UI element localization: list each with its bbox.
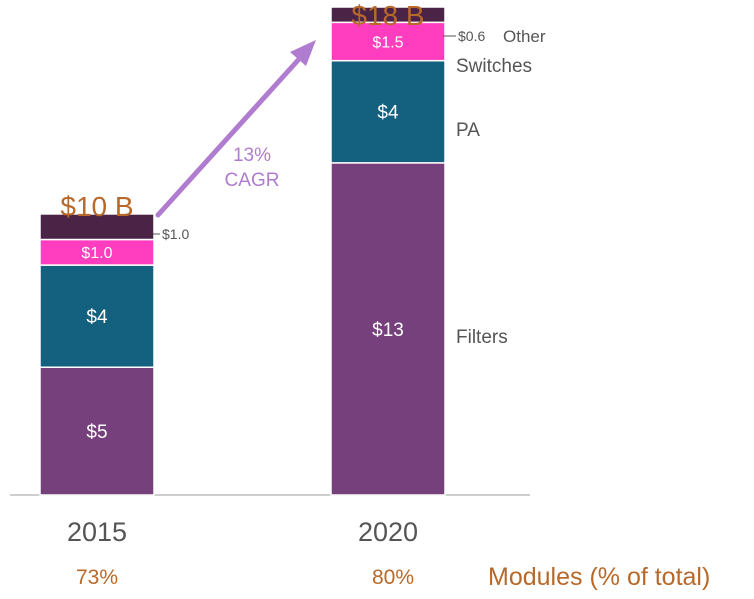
- total-2020: $18 B: [351, 0, 424, 31]
- bar-filters-2015: [39, 366, 155, 496]
- bars-group: $5 $4 $1.0 $13 $4 $1.5: [39, 6, 446, 496]
- legend-pa: PA: [456, 120, 480, 141]
- legend-switches: Switches: [456, 56, 532, 77]
- data-label-pa-2020: $4: [377, 103, 399, 124]
- data-label-switches-2015: $1.0: [81, 245, 112, 262]
- category-label-2015: 2015: [67, 517, 127, 547]
- other-2015-value: $1.0: [162, 226, 189, 242]
- bar-other-2015: [39, 213, 155, 241]
- data-label-filters-2020: $13: [372, 320, 404, 341]
- modules-title: Modules (% of total): [488, 563, 710, 591]
- bar-pa-2020: [330, 59, 446, 164]
- cagr-rate: 13%: [233, 145, 271, 166]
- data-label-pa-2015: $4: [86, 307, 108, 328]
- data-label-filters-2015: $5: [86, 422, 107, 443]
- bar-switches-2020: [330, 21, 446, 62]
- cagr-arrow: [155, 40, 316, 218]
- bar-pa-2015: [39, 264, 155, 369]
- total-2015: $10 B: [60, 191, 133, 222]
- other-2020-value: $0.6: [458, 28, 485, 44]
- modules-2020: 80%: [372, 566, 414, 589]
- modules-2015: 73%: [76, 566, 118, 589]
- legend-other: Other: [503, 27, 546, 46]
- bar-filters-2020: [330, 162, 446, 496]
- cagr-label: CAGR: [225, 170, 280, 191]
- category-label-2020: 2020: [358, 517, 418, 547]
- legend-filters: Filters: [456, 327, 508, 348]
- bar-other-2020: [330, 6, 446, 24]
- data-label-switches-2020: $1.5: [372, 34, 403, 51]
